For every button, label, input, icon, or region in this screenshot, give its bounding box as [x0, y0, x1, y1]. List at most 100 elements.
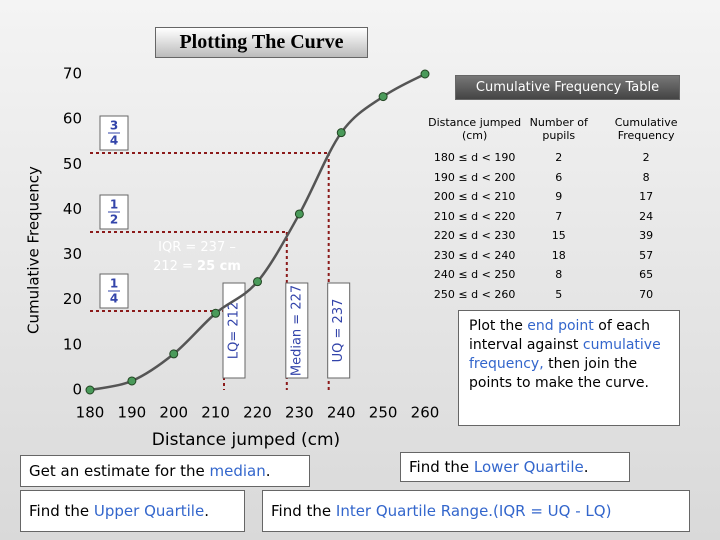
table-title: Cumulative Frequency Table	[455, 75, 680, 100]
iqr-note-part: IQR = 237 –	[158, 240, 236, 255]
table-cell: 250 ≤ d < 260	[433, 287, 516, 301]
table-row: 240 ≤ d < 250 8 65	[428, 265, 696, 285]
text-part: Get an estimate for the	[29, 462, 210, 480]
table-cell: 180 ≤ d < 190	[433, 151, 516, 165]
label-box	[222, 282, 246, 379]
table-cell: 65	[639, 268, 654, 282]
text-part: then join the points to make the curve.	[469, 356, 649, 391]
fraction-numerator: 1	[110, 198, 118, 212]
table-cell: 2	[555, 151, 563, 165]
y-tick-label: 60	[63, 110, 82, 128]
label-box	[327, 282, 351, 379]
text: Get an estimate for the median.	[29, 462, 271, 480]
table-cell: 200 ≤ d < 210	[433, 190, 516, 204]
point	[127, 376, 137, 386]
point	[211, 308, 221, 318]
x-axis-title: Distance jumped (cm)	[152, 430, 340, 450]
table-cell: 24	[639, 209, 654, 223]
table-cell: 220 ≤ d < 230	[433, 229, 516, 243]
text-part: Find the	[409, 458, 474, 476]
x-tick-label: 180	[76, 404, 105, 422]
text: Find the Upper Quartile.	[29, 502, 209, 520]
iqr-note: IQR = 237 –	[158, 240, 236, 255]
point	[336, 128, 346, 138]
point	[85, 385, 95, 395]
text-part: Upper Quartile	[93, 502, 205, 520]
point	[378, 92, 388, 102]
text-part: Find the	[29, 502, 94, 520]
x-tick-label: 220	[243, 404, 272, 422]
text-part: Find the	[271, 502, 336, 520]
table-cell: 230 ≤ d < 240	[433, 248, 516, 262]
table-row: 190 ≤ d < 200 6 8	[428, 168, 696, 188]
text-part: end point	[527, 318, 594, 334]
text-part: .	[204, 502, 209, 520]
column-header: Distance jumped (cm)	[428, 116, 522, 142]
x-tick-label: 210	[201, 404, 230, 422]
text-part: cumulative frequency,	[469, 337, 661, 372]
table-row: 220 ≤ d < 230 15 39	[428, 226, 696, 246]
x-tick-label: 240	[327, 404, 356, 422]
x-tick-label: 260	[411, 404, 440, 422]
point	[420, 69, 430, 79]
x-tick-label: 250	[369, 404, 398, 422]
y-tick-label: 20	[63, 290, 82, 308]
y-tick-label: 50	[63, 155, 82, 173]
table-cell: 2	[642, 151, 650, 165]
table-cell: 8	[555, 268, 563, 282]
text-part: median	[209, 462, 266, 480]
text-part: Inter Quartile Range.(IQR = UQ - LQ)	[335, 502, 612, 520]
iqr-note-part: 25 cm	[197, 259, 241, 274]
table-row: 200 ≤ d < 210 9 17	[428, 187, 696, 207]
x-tick-label: 230	[285, 404, 314, 422]
frequency-table: Distance jumped (cm) Number of pupils Cumu…	[428, 110, 696, 304]
table-cell: 18	[551, 248, 566, 262]
x-tick-label: 190	[118, 404, 147, 422]
point	[169, 349, 179, 359]
table-row: 230 ≤ d < 240 18 57	[428, 246, 696, 266]
table-cell: 190 ≤ d < 200	[433, 170, 516, 184]
quartile-label: LQ= 212	[227, 302, 242, 359]
text-part: .	[265, 462, 271, 480]
text-part: .	[583, 458, 589, 476]
table-cell: 5	[555, 287, 563, 301]
quartile-label: Median = 227	[289, 285, 304, 376]
label-box	[285, 282, 309, 379]
table-row: 210 ≤ d < 220 7 24	[428, 207, 696, 227]
text-part: Plot the	[469, 318, 528, 334]
iqr-note-part: 212 =	[153, 259, 197, 274]
table-cell: 7	[555, 209, 563, 223]
task-lower-quartile: Find the Lower Quartile.	[400, 452, 630, 482]
y-tick-label: 30	[63, 245, 82, 263]
table-cell: 240 ≤ d < 250	[433, 268, 516, 282]
iqr-note: 212 = 25 cm	[153, 259, 241, 274]
column-header: Number of pupils	[529, 116, 588, 142]
plot-note: Plot the end point of each interval agai…	[458, 310, 680, 426]
task-upper-quartile: Find the Upper Quartile.	[20, 490, 245, 532]
fraction-numerator: 1	[110, 277, 118, 291]
table-cell: 6	[555, 170, 563, 184]
fraction-denominator: 4	[110, 134, 118, 148]
point	[294, 209, 304, 219]
table-row: 250 ≤ d < 260 5 70	[428, 285, 696, 305]
y-tick-label: 70	[63, 65, 82, 83]
table-cell: 8	[642, 170, 650, 184]
text-part: Lower Quartile	[473, 458, 584, 476]
y-tick-label: 40	[63, 200, 82, 218]
table-cell: 15	[551, 229, 566, 243]
task-median: Get an estimate for the median.	[20, 455, 310, 487]
y-tick-label: 0	[72, 381, 82, 399]
text: Plot the end point of each interval agai…	[469, 318, 661, 391]
column-header: Cumulative Frequency	[614, 116, 678, 142]
y-axis-title: Cumulative Frequency	[25, 166, 43, 334]
fraction-denominator: 4	[110, 292, 118, 306]
slide-title: Plotting The Curve	[155, 27, 368, 58]
table-cell: 70	[639, 287, 654, 301]
fraction-numerator: 3	[110, 119, 118, 133]
task-iqr: Find the Inter Quartile Range.(IQR = UQ …	[262, 490, 690, 532]
table-cell: 210 ≤ d < 220	[433, 209, 516, 223]
text-part: of each interval against	[469, 318, 650, 353]
table-cell: 17	[639, 190, 654, 204]
